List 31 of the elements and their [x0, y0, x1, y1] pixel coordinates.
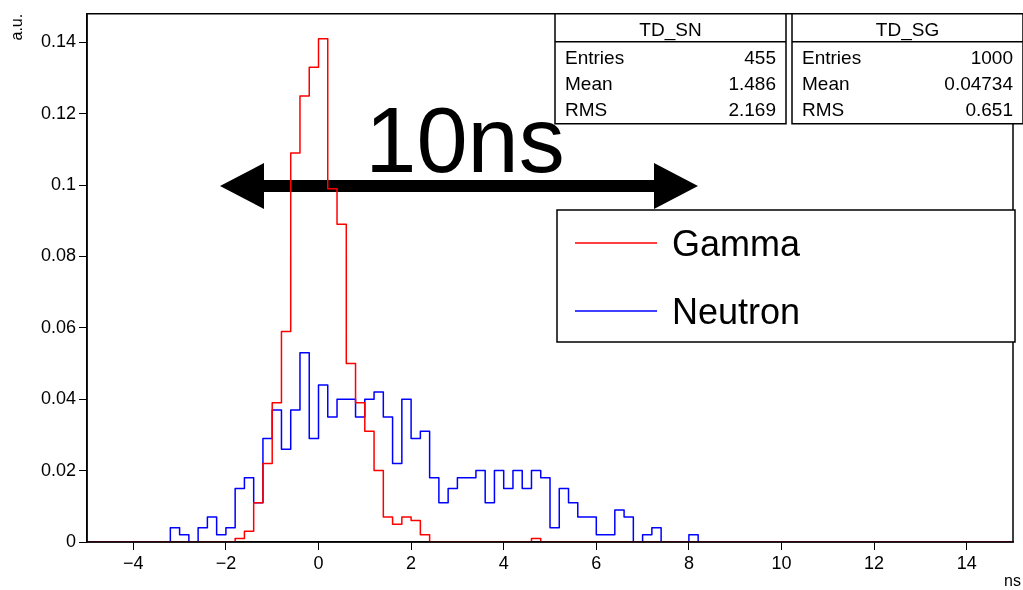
text: Entries 455 [565, 46, 776, 68]
x-axis-title: ns [1004, 572, 1021, 589]
x-tick-label: 12 [864, 552, 885, 573]
text: Entries 1000 [802, 46, 1013, 68]
text: Mean 0.04734 [802, 72, 1013, 94]
y-tick-label: 0.02 [40, 459, 76, 480]
annotation: TD_SN [639, 18, 702, 41]
text: Mean 1.486 [565, 72, 776, 94]
annotation: 10ns [365, 89, 565, 191]
y-tick-label: 0 [65, 530, 76, 551]
text: RMS 0.651 [802, 98, 1013, 120]
y-tick-label: 0.04 [40, 388, 76, 409]
y-tick-label: 0.08 [40, 245, 76, 266]
y-tick-label: 0.1 [50, 174, 76, 195]
x-tick-label: 10 [771, 552, 792, 573]
x-tick-label: −4 [123, 552, 144, 573]
x-tick-label: 8 [683, 552, 694, 573]
text: RMS 2.169 [565, 98, 776, 120]
y-tick-label: 0.12 [40, 102, 76, 123]
legend-label: Neutron [672, 291, 801, 332]
x-tick-label: 6 [591, 552, 602, 573]
annotation: TD_SG [875, 18, 940, 41]
x-tick-label: 0 [313, 552, 324, 573]
x-tick-label: 4 [498, 552, 509, 573]
x-tick-label: 2 [406, 552, 417, 573]
y-tick-label: 0.06 [40, 316, 76, 337]
x-tick-label: −2 [215, 552, 237, 573]
x-tick-label: 14 [956, 552, 977, 573]
legend-label: Gamma [672, 223, 801, 264]
y-tick-label: 0.14 [40, 31, 76, 52]
y-axis-title: a.u. [8, 13, 25, 41]
